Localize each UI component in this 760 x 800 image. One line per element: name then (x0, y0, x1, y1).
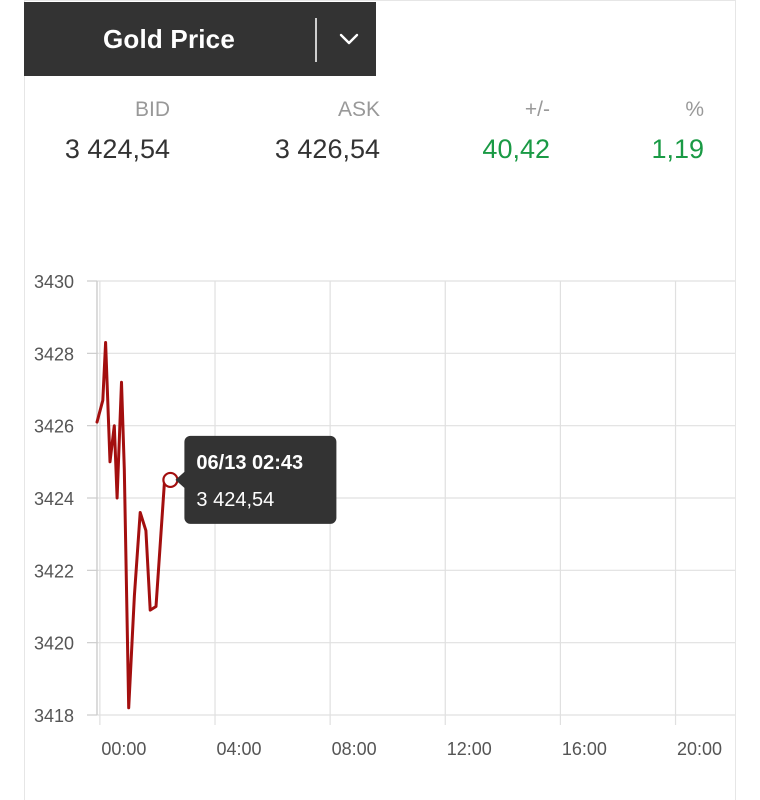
x-tick-label: 04:00 (216, 739, 261, 759)
y-tick-label: 3426 (34, 417, 74, 437)
chevron-down-icon (339, 33, 359, 45)
ask-label: ASK (337, 98, 380, 121)
percent-value: 1,19 (651, 134, 704, 164)
x-tick-label: 12:00 (447, 739, 492, 759)
price-series-line (95, 341, 172, 710)
percent-label: % (685, 98, 704, 121)
header-bar: Gold Price (24, 2, 376, 76)
x-tick-label: 20:00 (677, 739, 722, 759)
y-tick-label: 3422 (34, 561, 74, 581)
change-value: 40,42 (482, 134, 550, 164)
header-divider (315, 18, 317, 62)
quote-summary: BID 3 424,54 ASK 3 426,54 +/- 40,42 % 1,… (24, 98, 736, 178)
bid-label: BID (134, 98, 170, 121)
change-label: +/- (524, 98, 550, 121)
x-tick-label: 08:00 (332, 739, 377, 759)
y-tick-label: 3428 (34, 344, 74, 364)
y-tick-label: 3424 (34, 489, 74, 509)
bid-quote: BID 3 424,54 (52, 98, 170, 165)
tooltip-date: 06/13 02:43 (196, 452, 303, 474)
y-tick-label: 3420 (34, 634, 74, 654)
ask-quote: ASK 3 426,54 (254, 98, 380, 165)
page-title: Gold Price (102, 23, 236, 54)
y-tick-label: 3430 (34, 272, 74, 292)
tooltip-value: 3 424,54 (196, 489, 274, 511)
tooltip-box (175, 435, 337, 524)
y-tick-label: 3418 (34, 706, 74, 726)
instrument-dropdown-button[interactable] (326, 14, 372, 64)
bid-value: 3 424,54 (64, 134, 170, 164)
change-quote: +/- 40,42 (444, 98, 550, 165)
hover-point-marker (162, 471, 179, 489)
percent-quote: % 1,19 (604, 98, 704, 165)
ask-value: 3 426,54 (274, 134, 380, 164)
x-tick-label: 16:00 (562, 739, 607, 759)
x-tick-label: 00:00 (101, 739, 146, 759)
chart-card (24, 0, 736, 800)
